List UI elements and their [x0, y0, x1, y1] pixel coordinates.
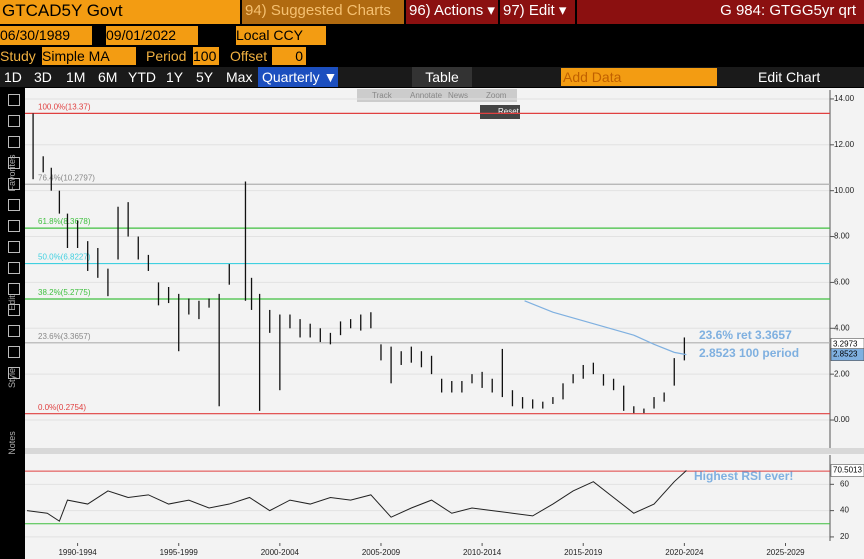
chart: Track Annotate News Zoom Reset 14.00 12.00 10.0… — [25, 88, 864, 559]
y-tick-label: 60 — [840, 479, 849, 488]
period-field[interactable]: 100 — [193, 47, 219, 65]
x-tick-label: 1990-1994 — [58, 548, 97, 557]
range-button[interactable]: Max — [226, 69, 253, 85]
end-date[interactable]: 09/01/2022 — [106, 26, 198, 45]
range-button[interactable]: 3D — [34, 69, 52, 85]
period-label: Period — [146, 48, 187, 64]
tool-icon[interactable] — [8, 157, 20, 169]
table-button[interactable]: Table — [412, 67, 472, 87]
fib-label: 23.6%(3.3657) — [38, 332, 91, 341]
chart-tool: News — [448, 91, 468, 100]
chart-tool: Track — [372, 91, 393, 100]
fib-label: 100.0%(13.37) — [38, 103, 91, 112]
last-value-box — [830, 464, 864, 477]
add-data[interactable]: Add Data — [561, 68, 717, 86]
study-label: Study — [0, 48, 36, 64]
fib-label: 50.0%(6.8227) — [38, 253, 91, 262]
tool-icon[interactable] — [8, 178, 20, 190]
tool-icon[interactable] — [8, 241, 20, 253]
x-tick-label: 2010-2014 — [463, 548, 502, 557]
range-button[interactable]: 1Y — [166, 69, 184, 85]
offset-label: Offset — [230, 48, 268, 64]
page-title: G 984: GTGG5yr qrt — [577, 0, 864, 24]
study-field[interactable]: Simple MA — [42, 47, 136, 65]
moving-average — [524, 300, 687, 356]
fib-label: 38.2%(5.2775) — [38, 288, 91, 297]
range-button[interactable]: 5Y — [196, 69, 214, 85]
tool-icon[interactable] — [8, 262, 20, 274]
annotation: 23.6% ret 3.3657 — [699, 328, 792, 342]
x-tick-label: 2000-2004 — [261, 548, 300, 557]
chart-tool: Annotate — [410, 91, 443, 100]
panel-divider — [25, 448, 864, 454]
tool-icon[interactable] — [8, 304, 20, 316]
fib-label: 61.8%(8.3678) — [38, 217, 91, 226]
last-value-label: 3.2973 — [833, 340, 858, 349]
tool-icon[interactable] — [8, 220, 20, 232]
security-field[interactable]: GTCAD5Y Govt — [0, 0, 240, 24]
y-tick-label: 4.00 — [834, 323, 850, 332]
currency[interactable]: Local CCY — [236, 26, 326, 45]
last-value-box — [830, 348, 864, 361]
range-button[interactable]: 1D — [4, 69, 22, 85]
x-tick-label: 1995-1999 — [160, 548, 199, 557]
actions-menu[interactable]: 96) Actions ▾ — [406, 0, 498, 24]
y-tick-label: 40 — [840, 506, 849, 515]
chart-bg — [25, 88, 864, 559]
sidebar: Favorites Edit Style Notes — [0, 88, 25, 559]
edit-chart[interactable]: Edit Chart — [758, 69, 820, 85]
reset-bg — [480, 105, 520, 119]
x-tick-label: 2015-2019 — [564, 548, 603, 557]
tool-icon[interactable] — [8, 325, 20, 337]
frequency[interactable]: Quarterly ▼ — [258, 67, 338, 87]
range-button[interactable]: YTD — [128, 69, 156, 85]
tool-icon[interactable] — [8, 283, 20, 295]
rsi-line — [26, 470, 687, 522]
tool-icon[interactable] — [8, 346, 20, 358]
x-tick-label: 2020-2024 — [665, 548, 704, 557]
tool-icon[interactable] — [8, 367, 20, 379]
range-button[interactable]: 1M — [66, 69, 86, 85]
y-tick-label: 14.00 — [834, 94, 855, 103]
fib-label: 76.4%(10.2797) — [38, 173, 95, 182]
y-tick-label: 10.00 — [834, 186, 855, 195]
y-tick-label: 20 — [840, 532, 849, 541]
annotation: 2.8523 100 period — [699, 346, 799, 360]
edit-menu[interactable]: 97) Edit ▾ — [500, 0, 575, 24]
range-button[interactable]: 6M — [98, 69, 118, 85]
start-date[interactable]: 06/30/1989 — [0, 26, 92, 45]
tool-icon[interactable] — [8, 94, 20, 106]
y-tick-label: 2.00 — [834, 369, 850, 378]
reset-button: Reset — [498, 107, 520, 116]
y-tick-label: 8.00 — [834, 232, 850, 241]
tool-icon[interactable] — [8, 199, 20, 211]
y-tick-label: 0.00 — [834, 415, 850, 424]
y-tick-label: 12.00 — [834, 140, 855, 149]
annotation: Highest RSI ever! — [694, 469, 793, 483]
tool-icon[interactable] — [8, 136, 20, 148]
offset-field[interactable]: 0 — [272, 47, 306, 65]
x-tick-label: 2025-2029 — [766, 548, 805, 557]
last-value-label: 70.5013 — [833, 466, 862, 475]
suggested-charts[interactable]: 94) Suggested Charts — [242, 0, 404, 24]
y-tick-label: 6.00 — [834, 278, 850, 287]
fib-label: 0.0%(0.2754) — [38, 403, 86, 412]
x-tick-label: 2005-2009 — [362, 548, 401, 557]
tool-icon[interactable] — [8, 115, 20, 127]
chart-tool: Zoom — [486, 91, 507, 100]
last-value-label: 2.8523 — [833, 350, 858, 359]
